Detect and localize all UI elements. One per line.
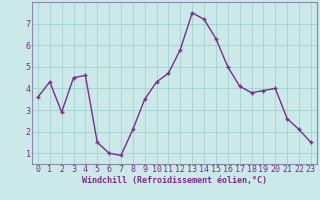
X-axis label: Windchill (Refroidissement éolien,°C): Windchill (Refroidissement éolien,°C) xyxy=(82,176,267,185)
